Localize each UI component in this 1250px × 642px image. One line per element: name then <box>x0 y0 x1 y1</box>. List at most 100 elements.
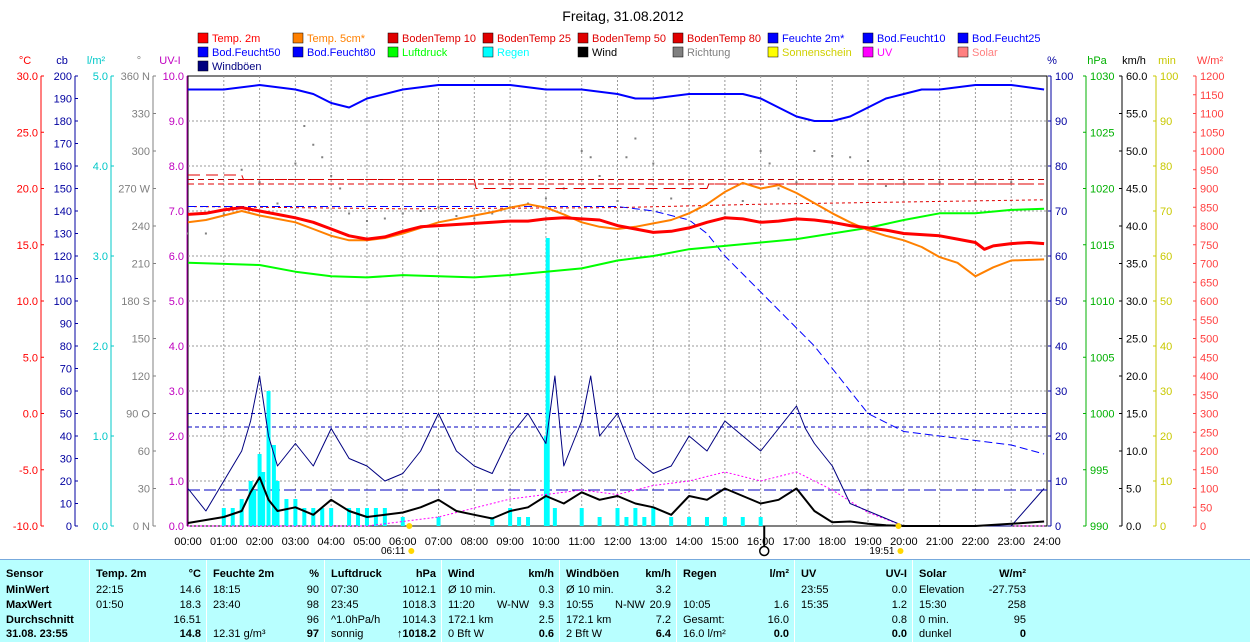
axis-unit-uv: UV-I <box>159 55 180 67</box>
point-richtung <box>831 155 834 157</box>
tick-label-solar: 800 <box>1200 221 1218 233</box>
point-richtung <box>276 202 279 205</box>
tick-label-press: 1025 <box>1090 127 1114 139</box>
tick-label-dir: 180 S <box>121 296 150 308</box>
stats-row: 0 min. 95 <box>919 614 1026 628</box>
stat-value: Elevation <box>919 584 965 596</box>
point-richtung <box>777 187 780 190</box>
bar-regen <box>261 472 266 526</box>
stat-value: 20.9 <box>649 599 671 611</box>
tick-label-press: 990 <box>1090 521 1108 533</box>
legend-swatch <box>957 46 969 58</box>
bar-regen <box>669 517 674 526</box>
point-richtung <box>867 160 870 162</box>
legend-label: Solar <box>972 47 998 59</box>
tick-label-solar: 1200 <box>1200 71 1224 83</box>
stats-row: 18:15 90 <box>213 584 319 598</box>
legend-label: Wind <box>592 47 617 59</box>
stats-row: 0.8 <box>801 614 907 628</box>
tick-label-kmh: 25.0 <box>1126 334 1147 346</box>
legend-swatch <box>577 46 589 58</box>
stat-value: 22:15 <box>96 584 124 596</box>
stats-header-unit: km/h <box>528 568 554 580</box>
tick-label-hum: 20 <box>1055 431 1067 443</box>
tick-label-hum: 70 <box>1055 206 1067 218</box>
tick-label-cb: 10 <box>60 499 72 511</box>
point-richtung <box>330 175 333 177</box>
stat-value: 11:20 <box>448 599 475 611</box>
tick-label-kmh: 20.0 <box>1126 371 1147 383</box>
bar-regen <box>239 499 244 526</box>
tick-label-press: 1005 <box>1090 352 1114 364</box>
point-richtung <box>670 197 673 200</box>
axis-units: °C cb l/m² ° UV-I% hPa km/h min W/m² <box>19 55 1224 67</box>
tick-label-kmh: 55.0 <box>1126 109 1147 121</box>
tick-label-temp: 5.0 <box>23 352 38 364</box>
sun-icon <box>897 548 904 554</box>
x-tick-label: 01:00 <box>210 536 238 548</box>
legend-label: Sonnenschein <box>782 47 852 59</box>
stats-row: 15:30 258 <box>919 599 1026 613</box>
stats-row: sonnig ↑1018.2 <box>331 628 436 642</box>
tick-label-uv: 6.0 <box>169 251 184 263</box>
tick-label-hum: 100 <box>1055 71 1073 83</box>
tick-label-rain: 2.0 <box>93 341 108 353</box>
stats-header-unit: l/m² <box>769 568 789 580</box>
bar-regen <box>597 517 602 526</box>
x-tick-label: 09:00 <box>496 536 524 548</box>
axis-unit-kmh: km/h <box>1122 55 1146 67</box>
tick-label-cb: 180 <box>54 116 72 128</box>
stats-row: Elevation -27.753 <box>919 584 1026 598</box>
stat-value: 10:05 <box>683 599 711 611</box>
tick-label-hum: 40 <box>1055 341 1067 353</box>
x-tick-label: 21:00 <box>926 536 954 548</box>
stat-value: 2 Bft W <box>566 628 603 640</box>
stats-header: Windböen km/h <box>566 568 671 582</box>
tick-label-kmh: 0.0 <box>1126 521 1141 533</box>
tick-label-kmh: 45.0 <box>1126 184 1147 196</box>
tick-label-temp: 0.0 <box>23 409 38 421</box>
tick-label-solar: 300 <box>1200 409 1218 421</box>
tick-label-uv: 4.0 <box>169 341 184 353</box>
stats-header-unit: hPa <box>415 568 436 580</box>
stats-row: Gesamt: 16.0 <box>683 614 789 628</box>
sun-markers: 06:11 19:51 <box>381 523 904 557</box>
legend-label: BodenTemp 25 <box>497 33 571 45</box>
tick-label-dir: 0 N <box>133 521 150 533</box>
x-tick-label: 00:00 <box>174 536 202 548</box>
tick-label-uv: 1.0 <box>169 476 184 488</box>
x-axis: 00:00 01:00 02:00 03:00 04:00 05:00 06:00 07:00… <box>174 536 1061 548</box>
stats-header-unit: W/m² <box>999 568 1026 580</box>
stat-value: dunkel <box>919 628 952 640</box>
tick-label-min: 0 <box>1160 521 1166 533</box>
tick-label-temp: -5.0 <box>19 465 38 477</box>
bar-regen <box>248 481 253 526</box>
bar-regen <box>722 517 727 526</box>
tick-label-solar: 450 <box>1200 352 1218 364</box>
tick-label-cb: 20 <box>60 476 72 488</box>
stat-value: Ø 10 min. <box>448 584 496 596</box>
stats-header: Regen l/m² <box>683 568 789 582</box>
stats-row: Ø 10 min. 3.2 <box>566 584 671 598</box>
tick-label-cb: 200 <box>54 71 72 83</box>
stats-header: Wind km/h <box>448 568 554 582</box>
stats-row: Durchschnitt <box>6 614 83 628</box>
stats-row: 2 Bft W 6.4 <box>566 628 671 642</box>
tick-label-press: 1000 <box>1090 409 1114 421</box>
bar-regen <box>252 490 257 526</box>
tick-label-solar: 600 <box>1200 296 1218 308</box>
point-richtung <box>902 181 905 184</box>
point-richtung <box>634 137 637 140</box>
legend-swatch <box>577 32 589 44</box>
tick-label-rain: 5.0 <box>93 71 108 83</box>
point-richtung <box>348 212 351 215</box>
legend-swatch <box>767 32 779 44</box>
point-richtung <box>768 162 771 165</box>
stat-value: ^1.0hPa/h <box>331 614 381 626</box>
tick-label-solar: 250 <box>1200 427 1218 439</box>
tick-label-solar: 650 <box>1200 277 1218 289</box>
stat-value: 18:15 <box>213 584 241 596</box>
tick-label-dir: 270 W <box>118 184 150 196</box>
x-tick-label: 18:00 <box>818 536 846 548</box>
stats-header: Luftdruck hPa <box>331 568 436 582</box>
